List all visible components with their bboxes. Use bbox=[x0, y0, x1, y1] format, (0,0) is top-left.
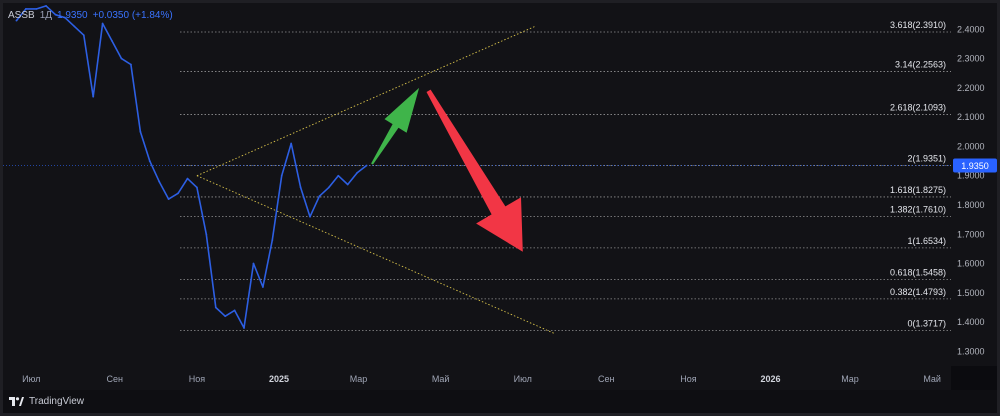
price-point bbox=[346, 183, 349, 186]
price-tick-label: 1.4000 bbox=[957, 317, 985, 327]
price-point bbox=[337, 174, 340, 177]
price-point bbox=[45, 5, 47, 7]
legend-symbol[interactable]: ASSB bbox=[8, 10, 35, 21]
up-arrow bbox=[371, 87, 420, 165]
price-point bbox=[261, 286, 264, 288]
time-tick-label: Мар bbox=[841, 374, 859, 384]
price-point bbox=[92, 95, 95, 98]
fib-level-label: 2(1.9351) bbox=[907, 153, 946, 163]
legend-last-price: 1.9350 bbox=[57, 10, 88, 21]
time-tick-label: Июл bbox=[514, 374, 532, 384]
price-point bbox=[299, 186, 302, 189]
fib-level-label: 1.382(1.7610) bbox=[890, 204, 946, 214]
price-point bbox=[318, 195, 321, 198]
time-tick-label: 2026 bbox=[761, 374, 781, 384]
price-point bbox=[139, 130, 142, 133]
price-point bbox=[196, 186, 198, 189]
time-tick-label: Мар bbox=[350, 374, 368, 384]
price-point bbox=[111, 40, 113, 42]
price-tick-label: 1.7000 bbox=[957, 229, 985, 239]
fib-level-label: 3.618(2.3910) bbox=[890, 20, 946, 30]
price-tick-label: 1.3000 bbox=[957, 346, 985, 356]
lower-trendline bbox=[196, 175, 556, 335]
price-point bbox=[309, 215, 311, 218]
price-tick-label: 2.1000 bbox=[957, 112, 985, 122]
time-tick-label: 2025 bbox=[269, 374, 289, 384]
price-tick-label: 2.0000 bbox=[957, 141, 985, 151]
footer-bar bbox=[3, 390, 997, 413]
fib-level-label: 0(1.3717) bbox=[907, 318, 946, 328]
price-point bbox=[82, 34, 85, 37]
price-point bbox=[356, 171, 359, 174]
legend-change: +0.0350 (+1.84%) bbox=[92, 10, 173, 21]
time-tick-label: Сен bbox=[598, 374, 615, 384]
fib-level-label: 2.618(2.1093) bbox=[890, 102, 946, 112]
time-tick-label: Май bbox=[923, 374, 941, 384]
fib-level-label: 0.382(1.4793) bbox=[890, 287, 946, 297]
price-point bbox=[158, 180, 161, 183]
price-point bbox=[177, 192, 179, 195]
price-point bbox=[224, 315, 227, 318]
price-point bbox=[64, 16, 66, 19]
last-price-badge-label: 1.9350 bbox=[961, 161, 989, 171]
time-tick-label: Ноя bbox=[680, 374, 697, 384]
price-tick-label: 1.5000 bbox=[957, 288, 985, 298]
price-point bbox=[205, 233, 208, 236]
legend-interval: 1Д bbox=[39, 10, 53, 21]
last-price-badge bbox=[953, 158, 997, 173]
time-axis-panel[interactable] bbox=[3, 366, 951, 390]
upper-trendline bbox=[196, 26, 536, 177]
tradingview-logo-icon bbox=[9, 397, 24, 406]
price-point bbox=[186, 177, 189, 180]
symbol-legend[interactable]: ASSB 1Д 1.9350 +0.0350 (+1.84%) bbox=[8, 10, 173, 21]
price-point bbox=[243, 327, 245, 329]
price-series-line bbox=[15, 5, 368, 329]
price-point bbox=[327, 186, 330, 189]
price-point bbox=[280, 174, 283, 177]
price-point bbox=[271, 239, 274, 242]
fib-level-label: 1(1.6534) bbox=[907, 236, 946, 246]
price-tick-label: 2.4000 bbox=[957, 24, 985, 34]
price-tick-label: 1.8000 bbox=[957, 200, 985, 210]
tradingview-branding[interactable]: TradingView bbox=[9, 396, 84, 407]
price-tick-label: 1.9000 bbox=[957, 171, 985, 181]
price-point bbox=[120, 57, 123, 60]
time-tick-label: Май bbox=[432, 374, 450, 384]
price-point bbox=[130, 63, 132, 66]
price-point bbox=[252, 262, 255, 265]
price-point bbox=[233, 309, 236, 312]
price-tick-label: 2.3000 bbox=[957, 54, 985, 64]
price-point bbox=[290, 142, 293, 145]
time-tick-label: Ноя bbox=[189, 374, 206, 384]
price-axis-panel[interactable] bbox=[951, 3, 997, 366]
price-point bbox=[35, 7, 38, 10]
price-tick-label: 1.6000 bbox=[957, 259, 985, 269]
price-point bbox=[15, 19, 18, 22]
fib-level-label: 0.618(1.5458) bbox=[890, 267, 946, 277]
brand-name: TradingView bbox=[29, 396, 85, 407]
price-tick-label: 2.2000 bbox=[957, 83, 985, 93]
price-point bbox=[167, 198, 170, 201]
price-point bbox=[24, 7, 27, 10]
price-point bbox=[214, 306, 217, 309]
price-point bbox=[54, 13, 57, 16]
price-point bbox=[101, 22, 104, 25]
price-point bbox=[73, 25, 76, 28]
fib-level-label: 1.618(1.8275) bbox=[890, 185, 946, 195]
time-tick-label: Сен bbox=[107, 374, 124, 384]
price-point bbox=[148, 160, 151, 162]
down-arrow bbox=[426, 89, 523, 252]
price-point bbox=[365, 164, 368, 167]
fib-level-label: 3.14(2.2563) bbox=[895, 59, 946, 69]
time-tick-label: Июл bbox=[22, 374, 40, 384]
